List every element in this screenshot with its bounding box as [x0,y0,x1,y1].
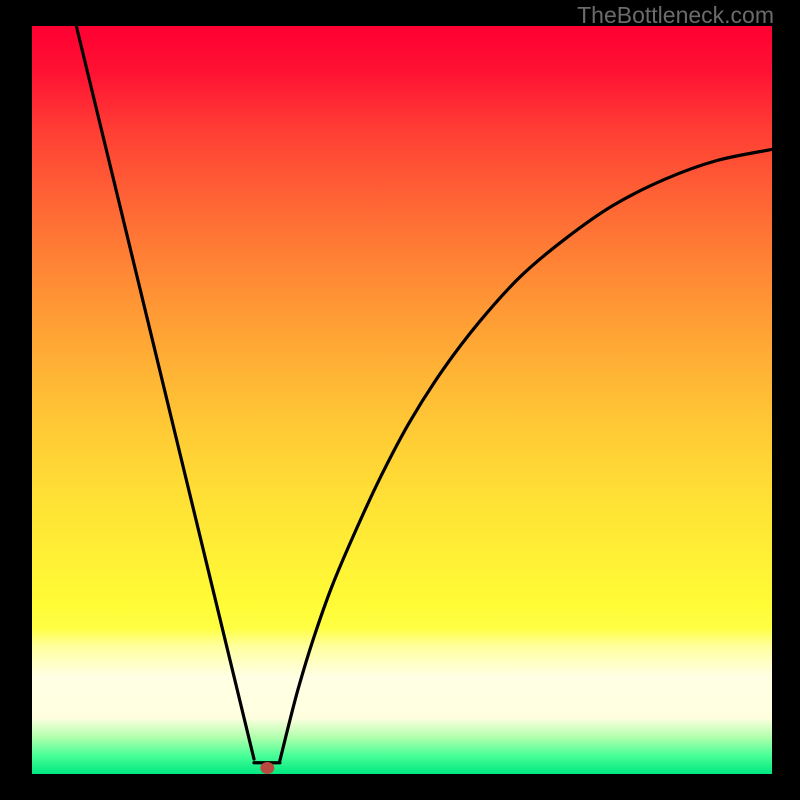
watermark-text: TheBottleneck.com [577,2,774,29]
optimum-marker-icon [260,762,274,774]
curve-right-branch [280,149,772,760]
chart-container: TheBottleneck.com [0,0,800,800]
curve-left-branch [73,26,254,759]
bottleneck-curve-svg [32,26,772,774]
plot-area [32,26,772,774]
